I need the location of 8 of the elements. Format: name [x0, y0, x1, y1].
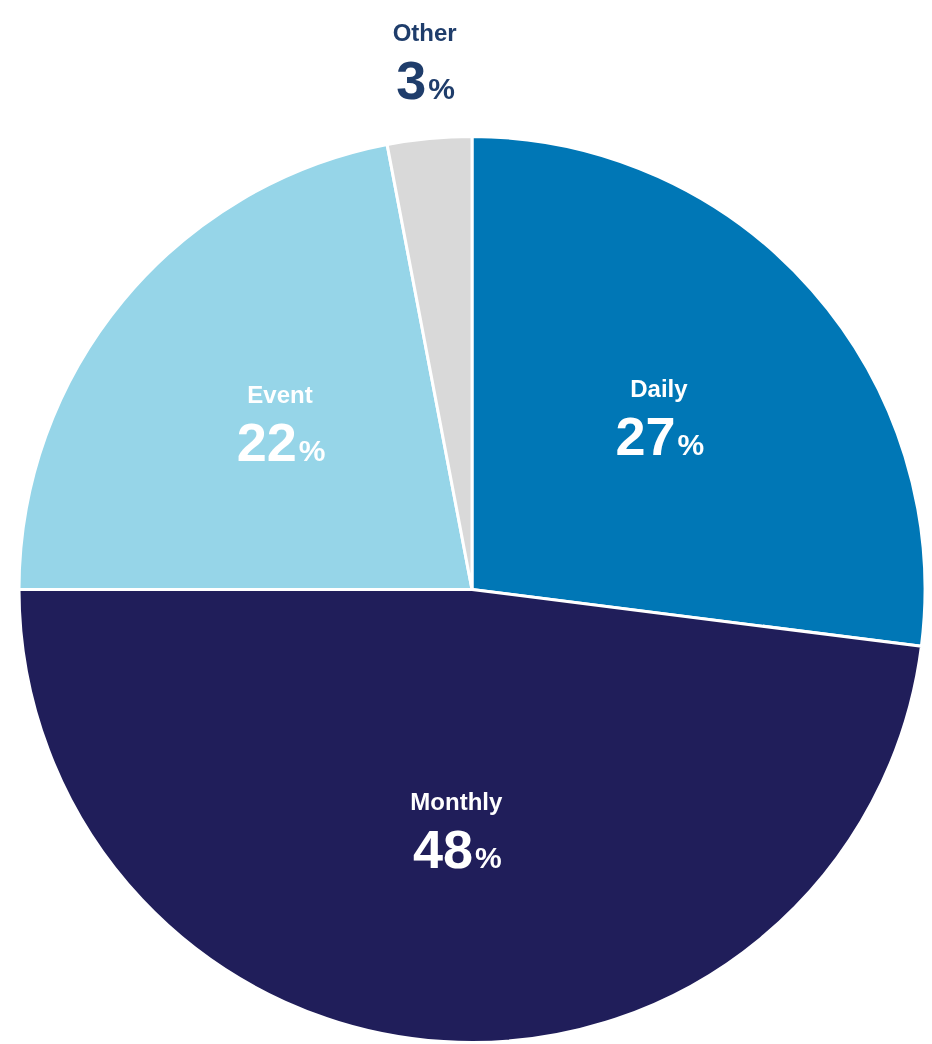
data-label: 27% [615, 405, 705, 466]
data-label: 22% [236, 411, 326, 472]
slice-label: Daily [630, 374, 689, 402]
slice-label: Event [247, 380, 313, 408]
slice-label: Monthly [410, 788, 503, 816]
data-label: 48% [412, 819, 502, 880]
data-label: 3% [396, 49, 456, 110]
slice-label: Other [392, 18, 457, 46]
